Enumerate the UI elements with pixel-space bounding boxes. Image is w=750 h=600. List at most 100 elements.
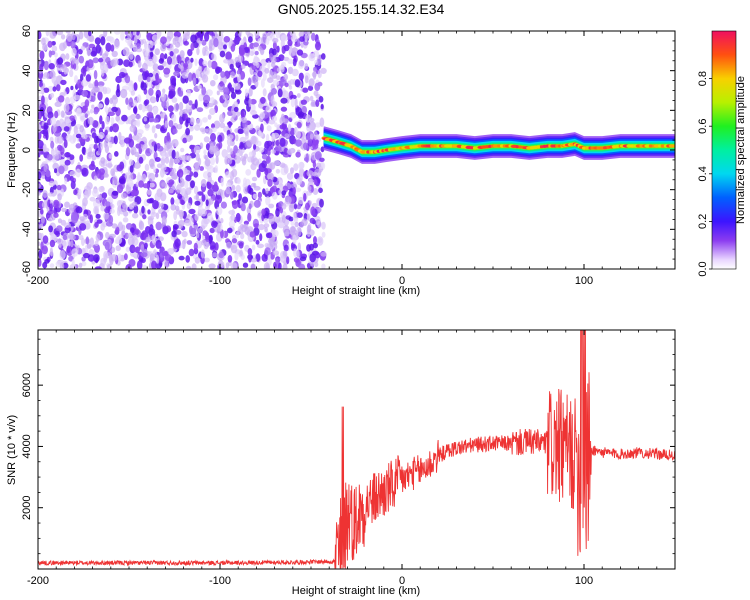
noise-speckle <box>298 31 304 38</box>
noise-speckle <box>197 84 202 90</box>
noise-speckle <box>65 96 70 105</box>
spectrogram-ridge <box>321 126 675 164</box>
noise-speckle <box>223 36 231 43</box>
noise-speckle <box>182 137 188 144</box>
noise-speckle <box>103 31 108 38</box>
noise-speckle <box>271 88 277 95</box>
noise-speckle <box>149 96 157 104</box>
noise-speckle <box>116 184 124 194</box>
noise-speckle <box>78 234 84 241</box>
noise-speckle <box>319 198 324 208</box>
noise-speckle <box>100 62 104 71</box>
noise-speckle <box>70 240 74 248</box>
noise-speckle <box>199 33 203 42</box>
noise-speckle <box>318 187 323 194</box>
noise-speckle <box>73 63 77 70</box>
noise-speckle <box>123 59 131 67</box>
noise-speckle <box>151 260 157 269</box>
noise-speckle <box>132 121 140 126</box>
noise-speckle <box>176 124 183 130</box>
y-tick-label: 0 <box>21 147 33 153</box>
noise-speckle <box>228 210 236 215</box>
noise-speckle <box>97 91 103 101</box>
noise-speckle <box>288 85 293 90</box>
noise-speckle <box>119 71 126 79</box>
noise-speckle <box>85 236 90 245</box>
colorbar-tick-label: 0.6 <box>697 119 709 134</box>
noise-speckle <box>223 87 230 95</box>
noise-speckle <box>279 206 284 214</box>
noise-speckle <box>110 44 115 52</box>
noise-speckle <box>253 144 257 150</box>
noise-speckle <box>264 67 270 74</box>
noise-speckle <box>54 168 58 174</box>
noise-speckle <box>75 168 81 178</box>
noise-speckle <box>198 65 203 72</box>
noise-speckle <box>79 154 84 162</box>
noise-speckle <box>160 36 167 44</box>
noise-speckle <box>220 261 225 269</box>
noise-speckle <box>298 263 306 269</box>
noise-speckle <box>97 194 102 201</box>
noise-speckle <box>106 264 112 269</box>
noise-speckle <box>125 246 131 253</box>
noise-speckle <box>308 78 315 87</box>
noise-speckle <box>38 183 42 189</box>
noise-speckle <box>241 196 249 204</box>
noise-speckle <box>261 253 268 262</box>
noise-speckle <box>238 31 243 38</box>
ridge-peak <box>648 144 653 148</box>
noise-speckle <box>277 31 281 36</box>
noise-speckle <box>144 72 150 78</box>
noise-speckle <box>58 95 65 103</box>
noise-speckle <box>214 148 220 157</box>
snr-frame <box>37 329 676 570</box>
noise-speckle <box>41 201 47 209</box>
noise-speckle <box>127 39 132 47</box>
noise-speckle <box>154 48 160 56</box>
noise-speckle <box>260 123 264 133</box>
noise-speckle <box>223 44 227 50</box>
noise-speckle <box>223 125 228 133</box>
ridge-peak <box>433 144 438 148</box>
noise-speckle <box>144 99 150 105</box>
noise-speckle <box>63 222 71 228</box>
noise-speckle <box>197 191 204 196</box>
noise-speckle <box>38 111 42 120</box>
noise-speckle <box>164 53 168 60</box>
noise-speckle <box>44 44 48 51</box>
noise-speckle <box>43 163 48 173</box>
noise-speckle <box>290 94 297 100</box>
noise-speckle <box>72 89 77 99</box>
spectrogram-noise-region <box>38 31 327 269</box>
noise-speckle <box>166 132 171 142</box>
noise-speckle <box>78 48 83 55</box>
x-tick-label: -200 <box>27 275 49 287</box>
noise-speckle <box>69 230 73 237</box>
noise-speckle <box>39 223 44 228</box>
noise-speckle <box>257 243 264 249</box>
noise-speckle <box>274 145 282 152</box>
noise-speckle <box>267 61 271 70</box>
noise-speckle <box>208 39 213 49</box>
noise-speckle <box>146 189 152 195</box>
noise-speckle <box>314 151 322 160</box>
noise-speckle <box>117 253 122 261</box>
noise-speckle <box>283 147 289 155</box>
noise-speckle <box>105 221 113 227</box>
noise-speckle <box>203 67 210 76</box>
noise-speckle <box>130 189 138 197</box>
ridge-peak <box>615 144 620 148</box>
noise-speckle <box>216 90 220 96</box>
noise-speckle <box>172 37 177 45</box>
noise-speckle <box>308 53 316 62</box>
noise-speckle <box>320 67 327 74</box>
noise-speckle <box>235 36 242 42</box>
noise-speckle <box>289 226 296 233</box>
noise-speckle <box>209 108 216 115</box>
noise-speckle <box>167 31 174 40</box>
ridge-peak <box>436 144 441 148</box>
noise-speckle <box>289 31 295 37</box>
noise-speckle <box>219 122 226 129</box>
noise-speckle <box>42 128 49 137</box>
